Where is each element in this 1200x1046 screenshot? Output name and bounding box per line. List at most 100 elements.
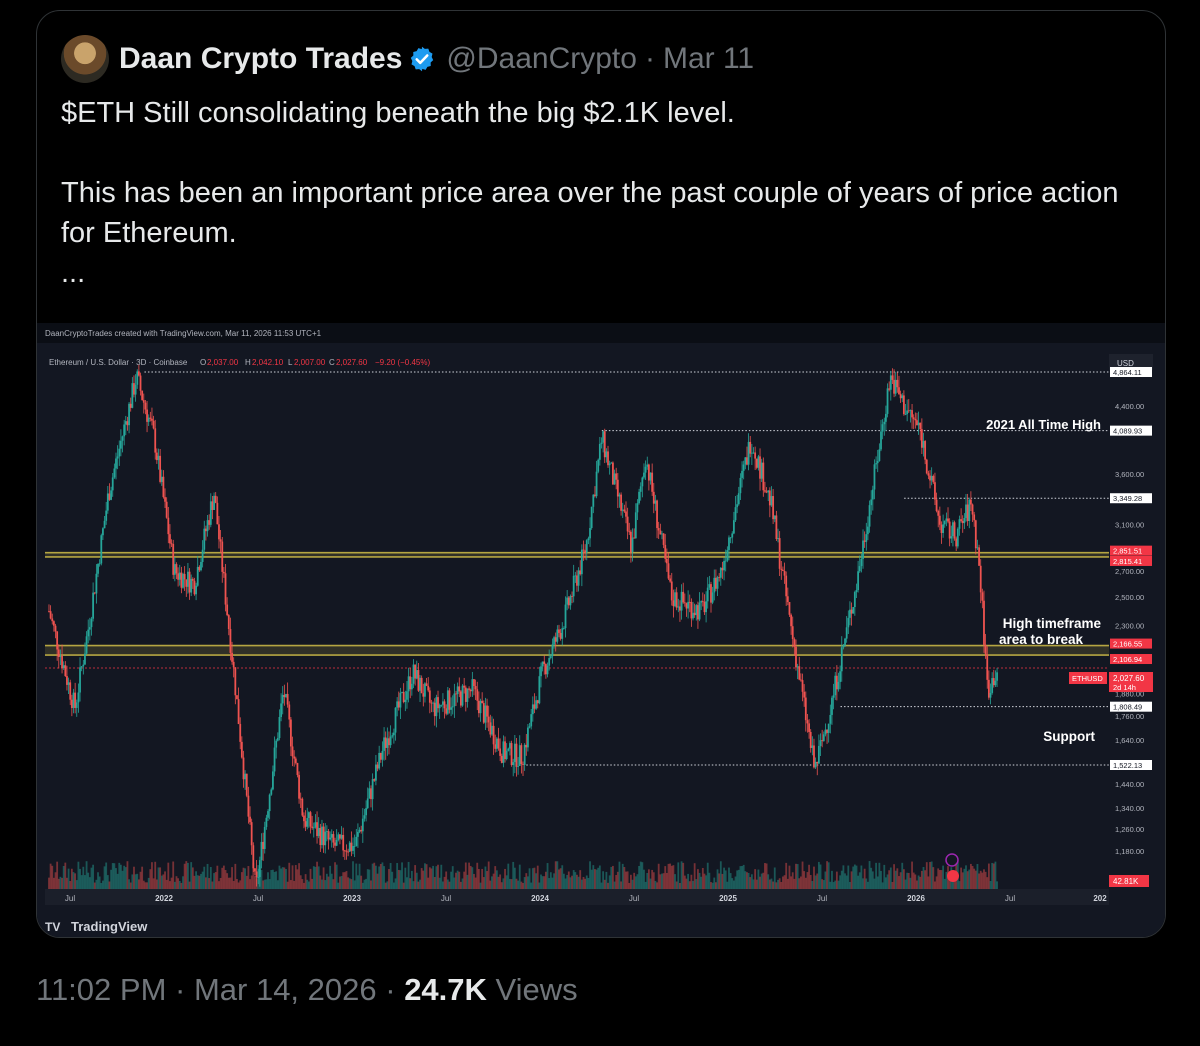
volume-bar — [350, 879, 353, 889]
volume-bar — [808, 864, 810, 889]
volume-bar — [643, 869, 645, 889]
tweet-text-more[interactable]: ... — [61, 257, 86, 289]
candle-body — [875, 463, 877, 465]
volume-bar — [984, 871, 987, 889]
candle-body — [301, 798, 304, 816]
candle-body — [61, 655, 63, 669]
chart-image[interactable]: DaanCryptoTrades created with TradingVie… — [37, 323, 1165, 937]
volume-bar — [647, 869, 650, 889]
volume-bar — [440, 864, 443, 889]
post-date[interactable]: Mar 14, 2026 — [193, 972, 377, 1007]
volume-bar — [504, 868, 506, 889]
volume-bar — [875, 862, 877, 889]
volume-bar — [383, 866, 385, 889]
candle-body — [205, 528, 207, 532]
volume-bar — [849, 881, 851, 889]
candle-body — [932, 475, 935, 483]
volume-bar — [602, 871, 605, 889]
price-scale-label: 4,400.00 — [1115, 402, 1144, 411]
event-lightning-icon[interactable] — [945, 853, 959, 867]
candle-body — [924, 441, 927, 460]
candle-body — [567, 597, 570, 606]
candle-body — [577, 570, 580, 586]
price-scale-label: 2,166.55 — [1113, 640, 1142, 649]
volume-bar — [322, 867, 325, 889]
candle-body — [314, 822, 317, 828]
candle-body — [800, 679, 802, 681]
candle-body — [448, 690, 451, 710]
tweet-card[interactable]: Daan Crypto Trades @DaanCrypto · Mar 11 … — [36, 10, 1166, 938]
candle-body — [435, 697, 438, 717]
volume-bar — [793, 878, 796, 889]
volume-bar — [744, 871, 747, 889]
candle-body — [886, 388, 889, 414]
volume-bar — [311, 878, 314, 889]
volume-bar — [129, 882, 132, 889]
volume-bar — [901, 862, 904, 889]
volume-bar — [464, 862, 467, 889]
author-name[interactable]: Daan Crypto Trades — [119, 42, 403, 75]
volume-bar — [562, 873, 565, 889]
volume-bar — [600, 882, 603, 889]
candle-body — [366, 798, 369, 809]
volume-bar — [342, 872, 345, 889]
candle-body — [137, 371, 140, 376]
currency-label: USD — [1117, 359, 1134, 368]
candle-body — [461, 685, 464, 706]
candle-body — [652, 491, 655, 504]
candle-body — [178, 572, 181, 580]
volume-bar — [659, 874, 662, 889]
candle-body — [867, 526, 869, 535]
volume-bar — [136, 873, 139, 889]
volume-bar — [530, 882, 533, 889]
candle-body — [82, 664, 85, 667]
volume-bar — [553, 873, 555, 889]
volume-bar — [170, 877, 173, 889]
candle-body — [371, 779, 374, 800]
candle-body — [768, 490, 771, 506]
candle-body — [288, 704, 291, 720]
volume-bar — [979, 870, 982, 889]
candle-body — [855, 590, 858, 593]
candle-body — [719, 567, 722, 578]
volume-bar — [978, 873, 980, 889]
volume-bar — [605, 871, 608, 889]
candle-body — [355, 836, 358, 846]
candle-body — [363, 815, 366, 819]
candle-body — [777, 538, 779, 539]
volume-bar — [554, 861, 557, 889]
candle-body — [690, 602, 693, 619]
candle-body — [842, 645, 845, 648]
post-time[interactable]: 11:02 PM — [36, 972, 167, 1007]
volume-bar — [515, 878, 518, 889]
avatar[interactable] — [61, 35, 109, 83]
candle-body — [381, 750, 384, 760]
volume-bar — [754, 869, 757, 889]
volume-bar — [765, 863, 768, 889]
candle-body — [88, 627, 91, 630]
volume-bar — [649, 878, 652, 889]
volume-bar — [476, 862, 479, 889]
candle-body — [744, 457, 747, 465]
volume-bar — [777, 879, 779, 889]
candle-body — [683, 602, 686, 604]
tweet-date[interactable]: Mar 11 — [662, 42, 755, 75]
volume-bar — [69, 881, 72, 889]
candle-body — [584, 550, 587, 553]
volume-bar — [254, 876, 256, 889]
price-chart: DaanCryptoTrades created with TradingVie… — [37, 323, 1165, 937]
volume-bar — [783, 875, 786, 889]
candle-body — [265, 817, 268, 827]
volume-bar — [227, 877, 230, 889]
volume-bar — [907, 872, 910, 889]
volume-bar — [437, 864, 439, 889]
candle-body — [726, 550, 729, 561]
event-flag-icon[interactable] — [947, 870, 959, 882]
x-axis-tick-label: Jul — [629, 894, 639, 903]
author-handle[interactable]: @DaanCrypto — [446, 42, 637, 75]
volume-bar — [294, 865, 297, 889]
volume-bar — [711, 882, 714, 889]
volume-bar — [205, 877, 207, 889]
candle-body — [258, 860, 261, 878]
candle-body — [693, 612, 696, 616]
